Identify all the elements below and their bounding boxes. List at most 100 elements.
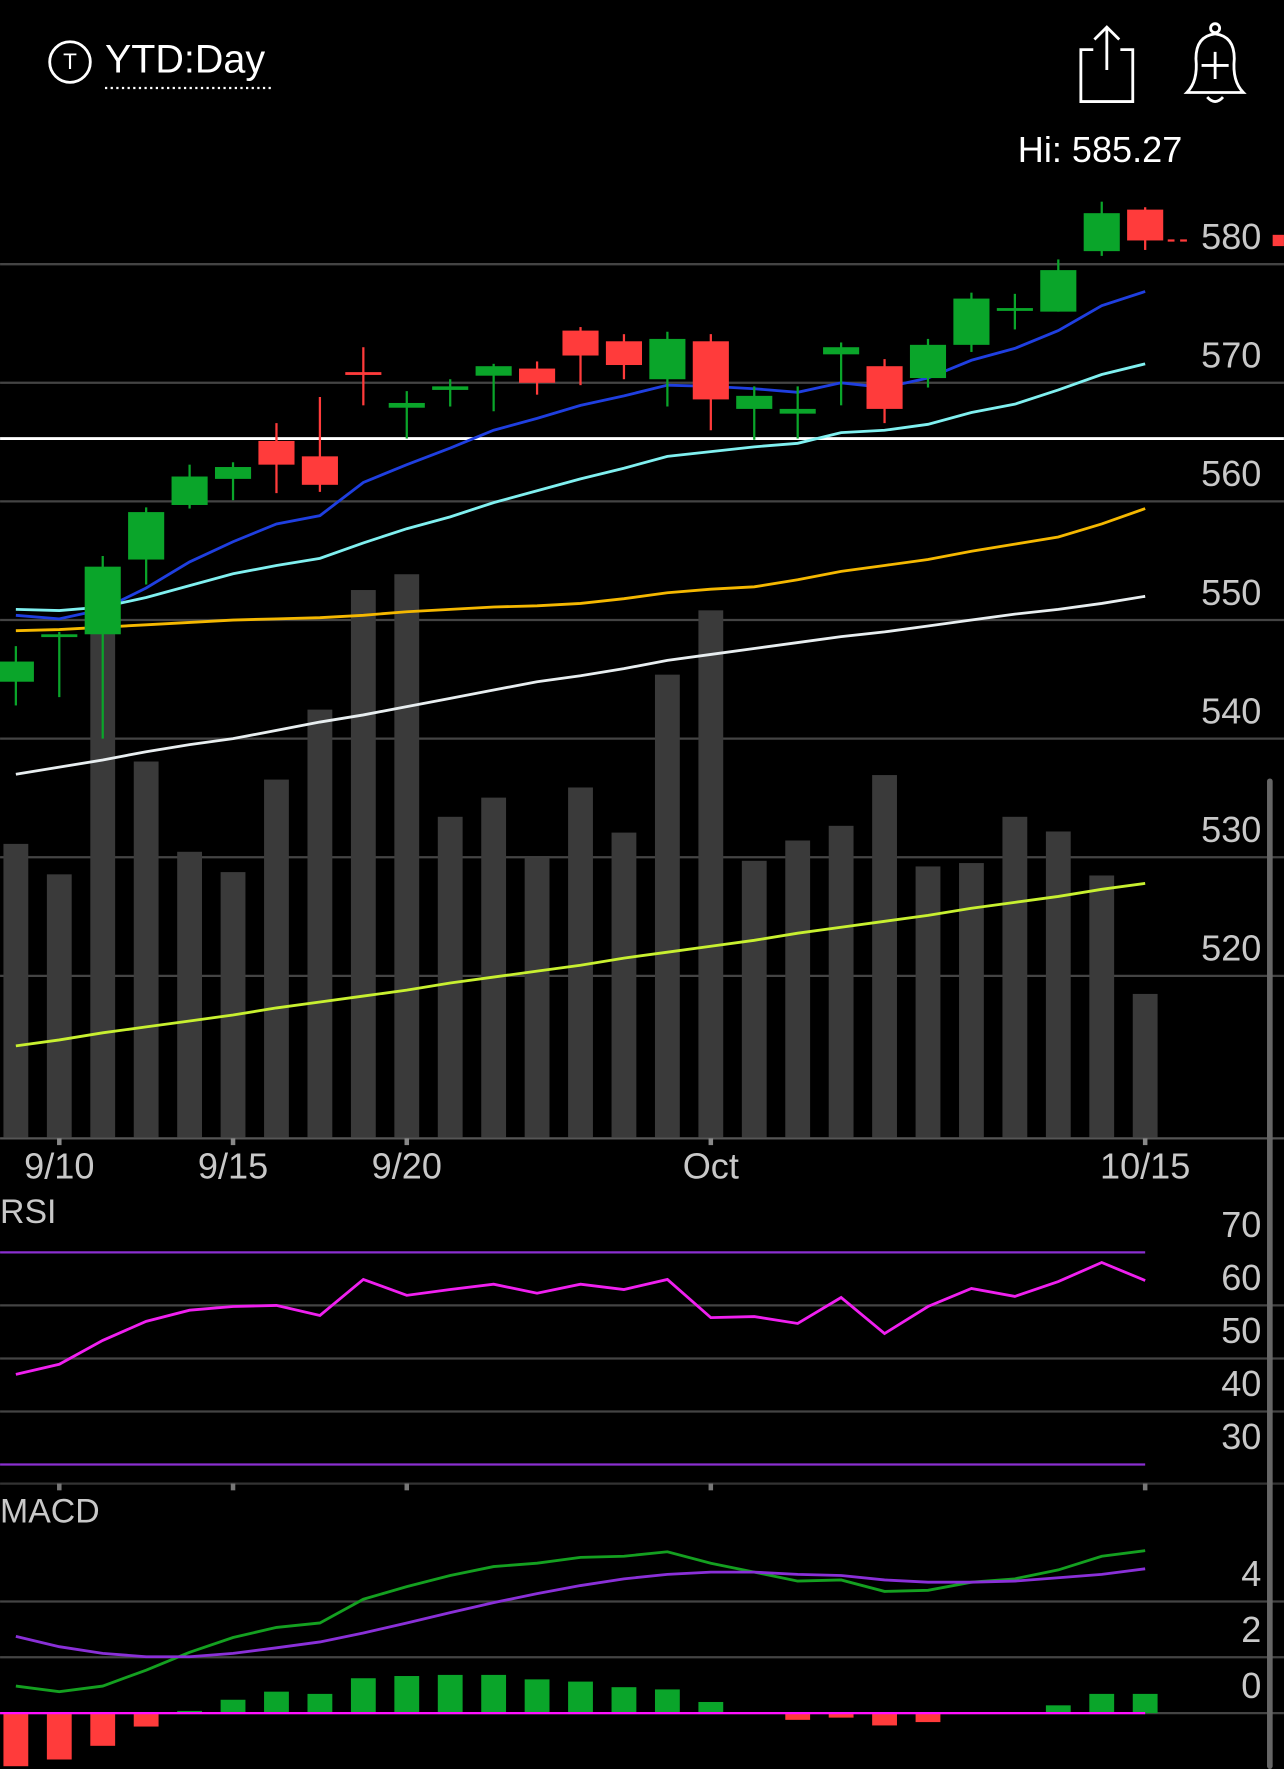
y-tick-label: 0 <box>1241 1665 1261 1706</box>
y-tick-label: 520 <box>1201 928 1261 969</box>
candle-body <box>84 566 121 635</box>
candle-body <box>605 341 642 366</box>
candle-body <box>41 634 78 638</box>
y-tick-label: 570 <box>1201 335 1261 376</box>
moving-average <box>15 594 1146 776</box>
candle-body <box>301 456 338 485</box>
y-tick-label: 4 <box>1241 1553 1261 1594</box>
histogram-bar <box>524 1679 550 1714</box>
candle-body <box>432 386 469 390</box>
moving-average <box>15 507 1146 633</box>
candle-body <box>128 512 165 560</box>
volume-bar <box>3 843 29 1138</box>
candle-body <box>214 467 252 479</box>
volume-bar <box>524 857 550 1138</box>
histogram-bar <box>1089 1693 1115 1714</box>
candle-body <box>475 366 512 376</box>
histogram-bar <box>1132 1693 1158 1714</box>
alert-button[interactable] <box>1183 22 1247 103</box>
volume-bar <box>437 816 463 1138</box>
moving-average <box>15 290 1146 621</box>
range-icon-label: T <box>63 49 77 74</box>
share-button[interactable] <box>1079 25 1135 103</box>
volume-bar <box>133 761 159 1138</box>
volume-bar <box>1002 816 1028 1138</box>
histogram-bar <box>1045 1705 1071 1714</box>
candle-body <box>996 308 1033 311</box>
share-arrow <box>1093 25 1121 70</box>
candle-body <box>909 344 947 379</box>
candle-body <box>649 338 686 380</box>
share-box <box>1079 48 1135 103</box>
histogram-bar <box>90 1713 116 1746</box>
candle-body <box>171 476 208 505</box>
y-tick-label: 580 <box>1201 216 1261 257</box>
y-tick-label: 540 <box>1201 690 1261 731</box>
candle-body <box>519 368 556 383</box>
histogram-bar <box>437 1674 463 1714</box>
bell-plus <box>1201 51 1229 79</box>
histogram-bar <box>220 1699 246 1714</box>
volume-bar <box>350 590 376 1138</box>
candle-body <box>692 341 729 400</box>
candle-body <box>345 372 382 375</box>
candle-body <box>562 330 599 356</box>
histogram-bar <box>350 1678 376 1714</box>
y-tick-label: 30 <box>1221 1416 1261 1457</box>
volume-bar <box>1132 993 1158 1138</box>
indicator-line <box>15 1549 1146 1694</box>
y-tick-label: 40 <box>1221 1363 1261 1404</box>
volume-bar <box>698 610 724 1138</box>
y-tick-label: 70 <box>1221 1204 1261 1245</box>
candle-body <box>736 395 773 409</box>
x-tick-label: 9/10 <box>24 1145 94 1186</box>
histogram-bar <box>307 1693 333 1714</box>
volume-bar <box>568 787 593 1138</box>
bell-top <box>1209 22 1222 35</box>
candle-body <box>953 298 990 345</box>
histogram-bar <box>872 1713 897 1726</box>
high-annotation: Hi: 585.27 <box>1018 129 1183 170</box>
volume-bar <box>785 840 811 1138</box>
candle-body <box>1040 270 1077 312</box>
volume-bar <box>220 872 246 1138</box>
indicator-line <box>15 1260 1146 1376</box>
pane-title: RSI <box>0 1193 56 1231</box>
volume-bar <box>959 863 984 1138</box>
moving-average <box>15 881 1146 1048</box>
volume-bar <box>1089 875 1115 1138</box>
x-tick-label: 9/15 <box>198 1145 268 1186</box>
volume-bar <box>1045 831 1071 1138</box>
y-tick-label: 60 <box>1221 1257 1261 1298</box>
pane-title: MACD <box>0 1492 100 1530</box>
indicator-line <box>15 1567 1146 1659</box>
y-tick-label: 2 <box>1241 1609 1261 1650</box>
y-tick-label: 530 <box>1201 809 1261 850</box>
histogram-bar <box>785 1713 811 1720</box>
candle-body <box>1083 213 1120 252</box>
volume-bar <box>46 874 72 1138</box>
range-selector[interactable]: T YTD:Day <box>48 37 275 90</box>
volume-bar <box>177 851 203 1138</box>
candle-body <box>0 661 34 682</box>
volume-bar <box>394 574 420 1138</box>
x-tick-label: Oct <box>683 1145 739 1186</box>
candle-body <box>779 408 816 414</box>
candle-body <box>1127 209 1164 241</box>
candle-body <box>258 440 295 465</box>
bell-clapper <box>1206 96 1225 103</box>
histogram-bar <box>481 1674 507 1714</box>
volume-bar <box>872 775 897 1138</box>
range-title[interactable]: YTD:Day <box>105 37 265 81</box>
histogram-bar <box>133 1713 159 1727</box>
candle-body <box>388 402 425 408</box>
scrollbar[interactable] <box>1267 778 1273 1769</box>
volume-bar <box>264 779 289 1138</box>
volume-bar <box>915 866 941 1138</box>
x-tick-label: 10/15 <box>1100 1145 1190 1186</box>
histogram-bar <box>915 1713 941 1723</box>
histogram-bar <box>394 1676 420 1714</box>
volume-bar <box>611 832 637 1138</box>
volume-bar <box>307 709 333 1138</box>
